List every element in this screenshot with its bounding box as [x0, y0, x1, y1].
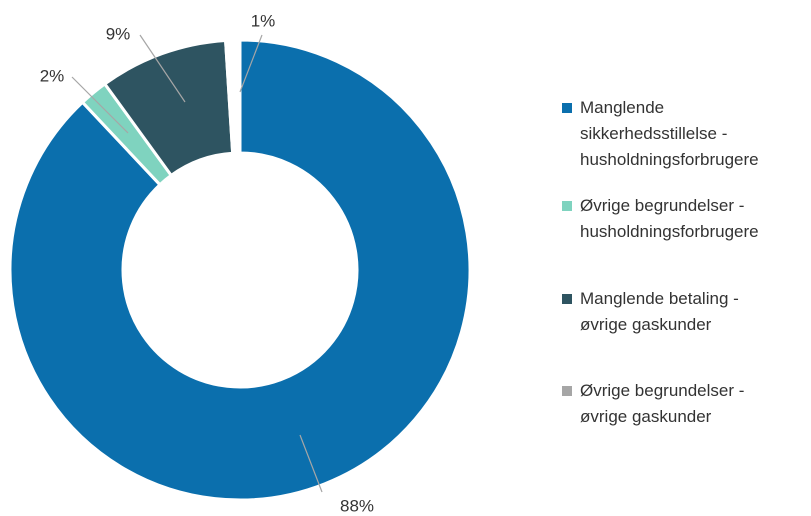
legend-swatch: [562, 294, 572, 304]
leader-line: [239, 34, 263, 93]
slice: [8, 38, 472, 502]
legend-label: Øvrige begrundelser - husholdningsforbru…: [580, 196, 759, 241]
legend-swatch: [562, 103, 572, 113]
slice: [223, 38, 242, 155]
leader-line: [139, 34, 186, 103]
data-label: 88%: [340, 496, 374, 515]
data-label: 1%: [251, 11, 276, 30]
legend-swatch: [562, 201, 572, 211]
leader-line: [71, 76, 129, 134]
data-label: 9%: [106, 24, 131, 43]
legend-label: Øvrige begrundelser - øvrige gaskunder: [580, 381, 745, 426]
data-label: 2%: [40, 66, 65, 85]
legend-swatch: [562, 386, 572, 396]
leader-line: [299, 434, 323, 493]
legend-label: Manglende betaling - øvrige gaskunder: [580, 289, 739, 334]
legend-label: Manglende sikkerhedsstillelse - husholdn…: [580, 98, 759, 169]
